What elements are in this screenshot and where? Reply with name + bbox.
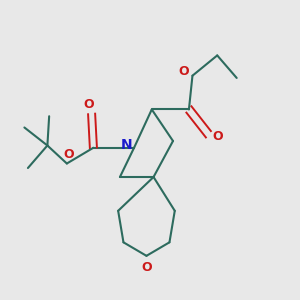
Text: O: O (212, 130, 223, 143)
Text: O: O (63, 148, 74, 161)
Text: O: O (141, 261, 152, 274)
Text: O: O (83, 98, 94, 112)
Text: N: N (121, 139, 132, 152)
Text: O: O (178, 65, 189, 78)
